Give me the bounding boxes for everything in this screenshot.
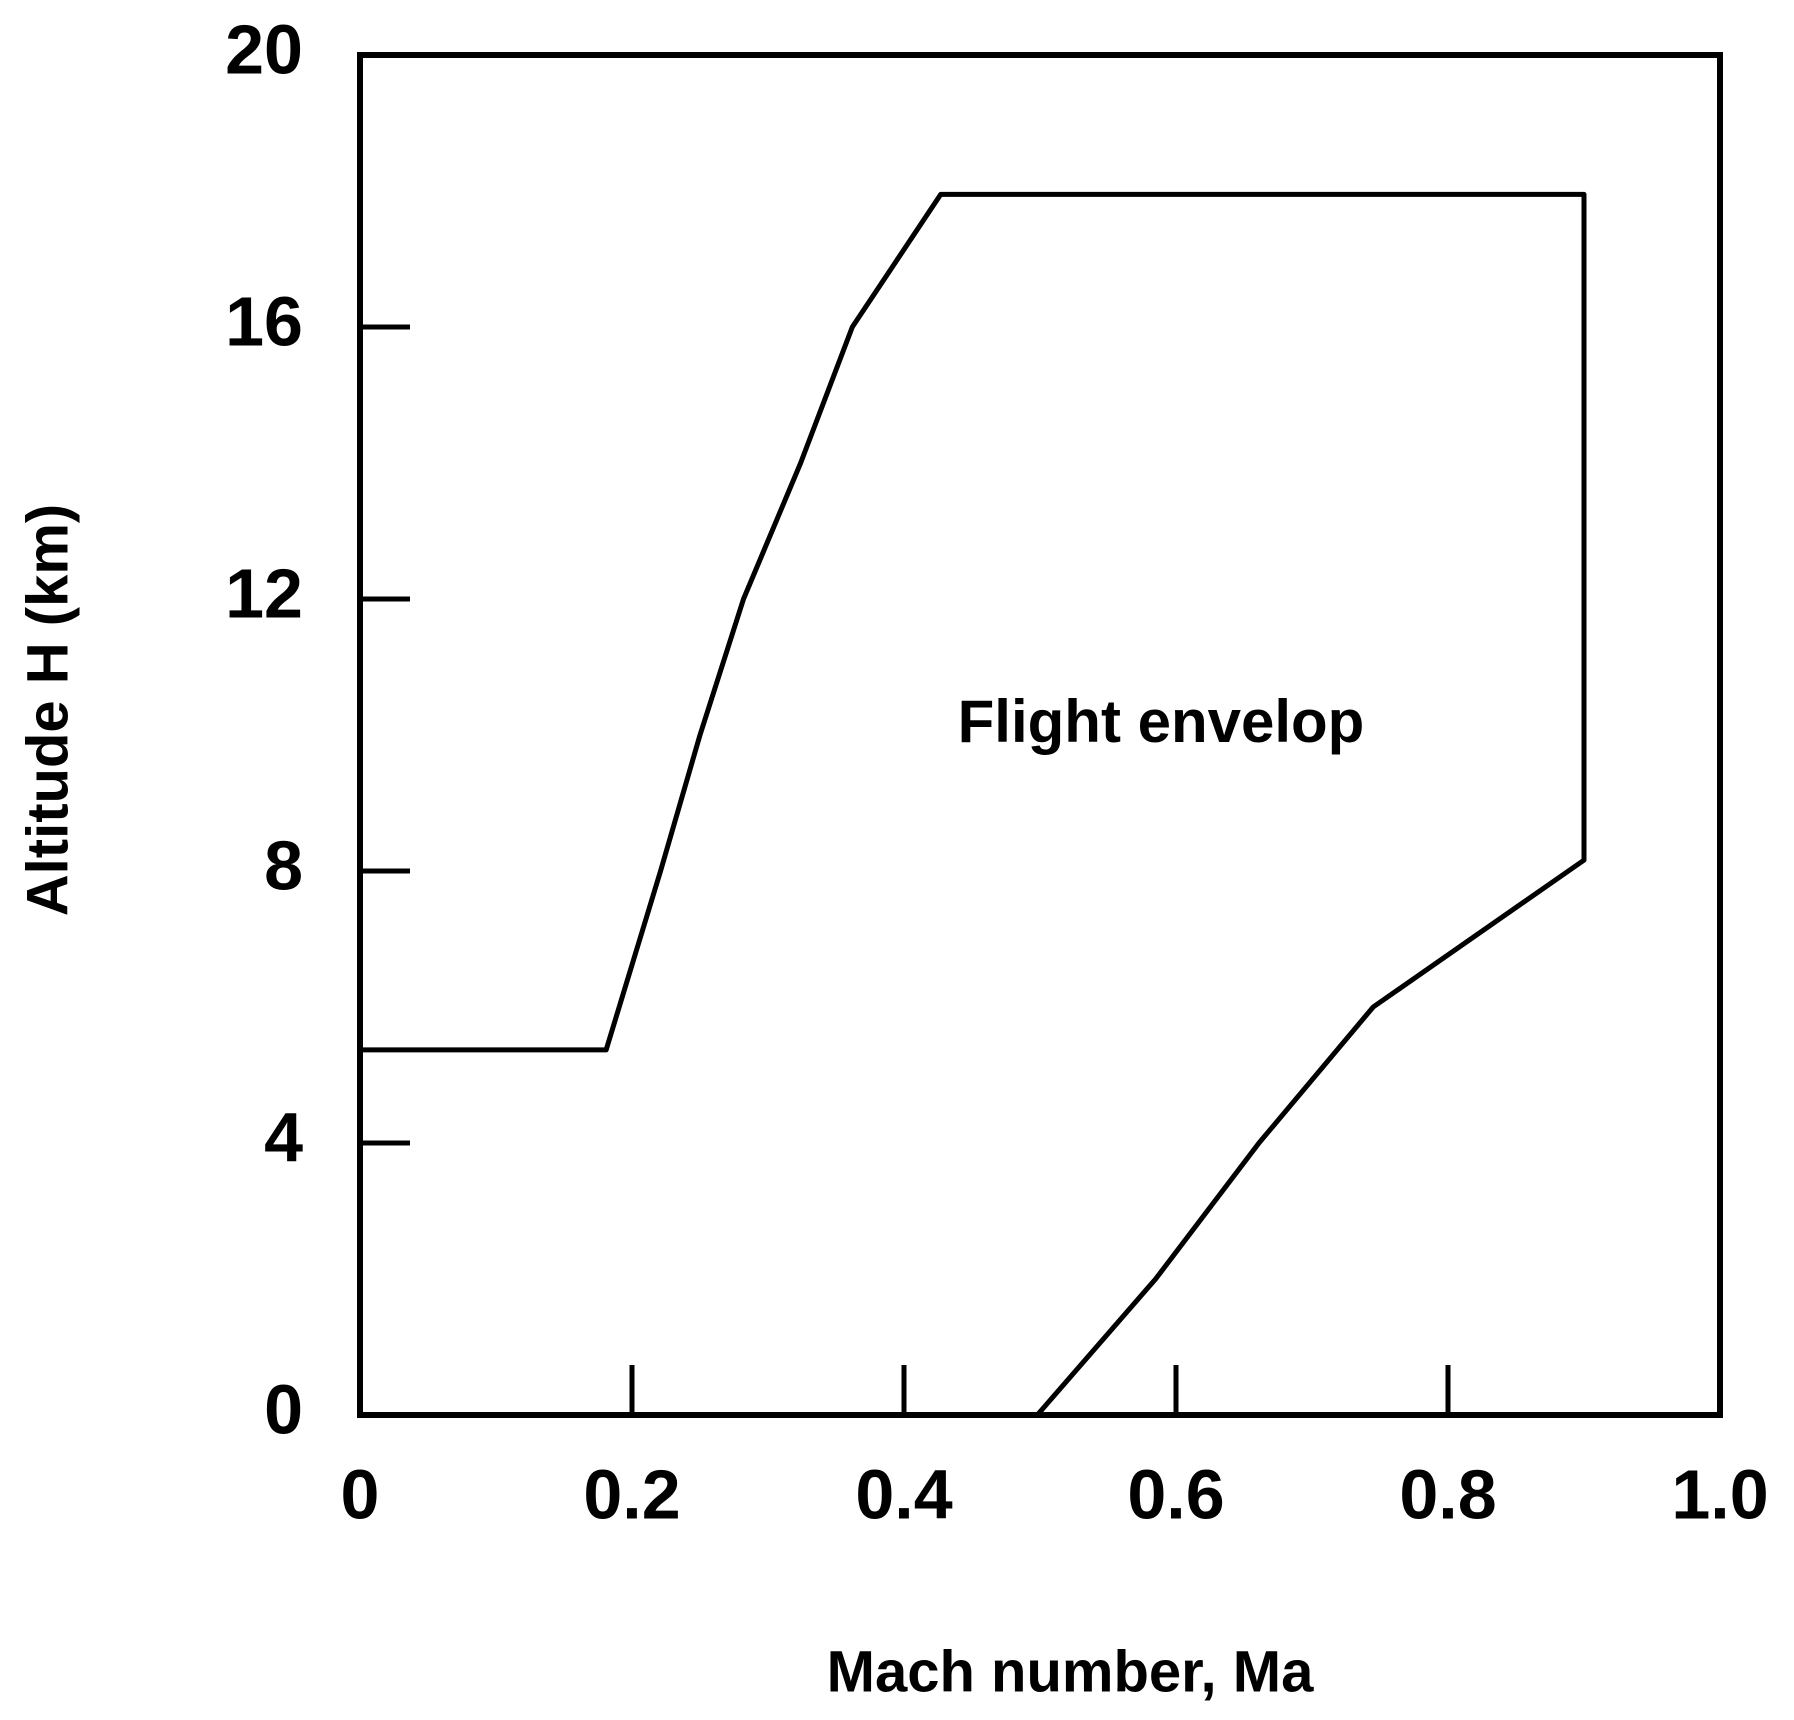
- y-tick-label: 20: [225, 10, 303, 88]
- x-axis-label: Mach number, Ma: [827, 1639, 1314, 1704]
- envelope-line: [360, 191, 1587, 1417]
- x-tick-label: 0: [341, 1455, 380, 1533]
- x-tick-label: 0.2: [583, 1455, 680, 1533]
- y-tick-label: 8: [264, 826, 303, 904]
- y-tick-label: 12: [225, 554, 303, 632]
- y-tick-label: 0: [264, 1370, 303, 1448]
- y-axis-label: Altitude H (km): [15, 504, 80, 916]
- x-tick-label: 0.8: [1399, 1455, 1496, 1533]
- x-tick-label: 0.4: [855, 1455, 952, 1533]
- x-tick-label: 0.6: [1127, 1455, 1224, 1533]
- x-tick-label: 1.0: [1671, 1455, 1768, 1533]
- y-tick-label: 4: [264, 1098, 303, 1176]
- annotation: Flight envelop: [958, 688, 1365, 755]
- y-tick-label: 16: [225, 282, 303, 360]
